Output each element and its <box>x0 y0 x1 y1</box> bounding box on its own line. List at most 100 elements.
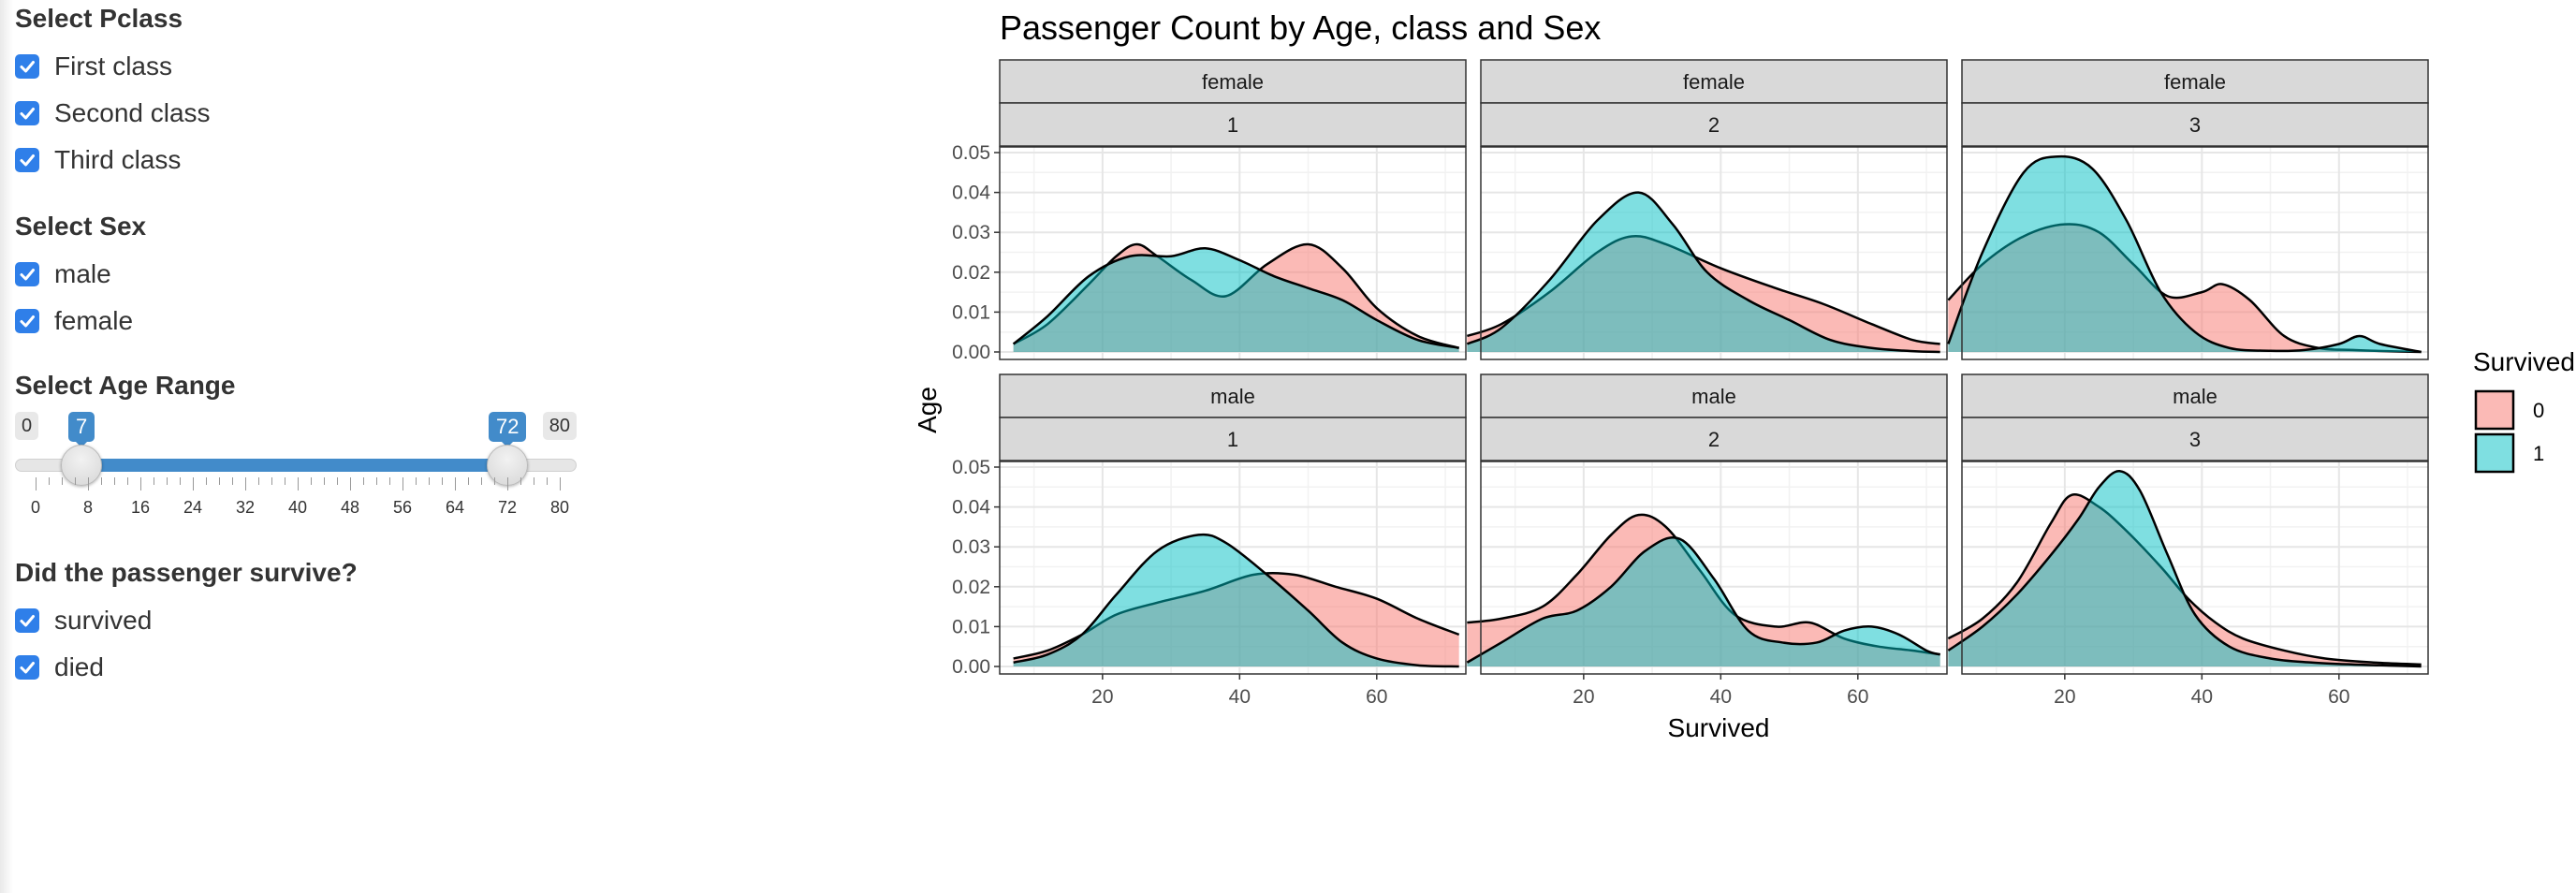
slider-tick-label: 16 <box>130 498 151 517</box>
facet-strip-sex <box>999 373 1467 418</box>
checkbox-checked-icon[interactable] <box>15 608 39 633</box>
pclass-third-class-checkbox[interactable]: Third class <box>15 144 181 176</box>
facet-strip-sex <box>1480 373 1948 418</box>
x-tick-label: 60 <box>1847 686 1868 708</box>
slider-tick-label: 80 <box>549 498 570 517</box>
facet-strip-pclass-label: 1 <box>1227 113 1238 137</box>
checkbox-label: First class <box>54 51 172 81</box>
slider-tick <box>363 477 364 485</box>
facet-panel-border <box>1480 461 1948 675</box>
density-area-survived-1 <box>1013 248 1459 352</box>
slider-to-value: 72 <box>489 412 527 447</box>
slider-tick <box>232 477 233 485</box>
pclass-second-class-checkbox[interactable]: Second class <box>15 97 211 129</box>
slider-tick <box>62 477 63 485</box>
density-line-survived-1 <box>1947 470 2422 668</box>
y-tick-label: 0.05 <box>952 142 990 164</box>
slider-tick <box>101 477 102 485</box>
age-range-slider[interactable]: 0 80 7 72 0 8 16 24 32 40 48 56 64 72 80 <box>15 403 577 524</box>
slider-tick <box>114 477 115 485</box>
slider-tick <box>167 477 168 485</box>
facet-panel-border <box>999 146 1467 360</box>
y-tick-label: 0.00 <box>952 656 990 678</box>
age-range-label: Select Age Range <box>15 371 236 400</box>
slider-tick <box>416 477 417 485</box>
checkbox-checked-icon[interactable] <box>15 309 39 333</box>
slider-tick <box>127 477 128 485</box>
checkbox-label: survived <box>54 606 153 635</box>
survived-checkbox[interactable]: survived <box>15 605 152 637</box>
pclass-first-class-checkbox[interactable]: First class <box>15 51 172 82</box>
x-axis-title: Survived <box>1668 713 1770 742</box>
y-tick-label: 0.00 <box>952 342 990 363</box>
y-tick-label: 0.05 <box>952 457 990 478</box>
density-area-survived-1 <box>1948 471 2422 666</box>
slider-tick <box>36 477 37 490</box>
checkbox-label: Third class <box>54 145 182 174</box>
density-line-survived-1 <box>1466 536 1941 664</box>
checkbox-label: male <box>54 259 111 288</box>
slider-tick-label: 32 <box>235 498 256 517</box>
slider-tick <box>442 477 443 485</box>
x-tick-label: 20 <box>1573 686 1594 708</box>
legend-key-survived-1 <box>2474 432 2515 474</box>
survived-group-label: Did the passenger survive? <box>15 558 358 587</box>
y-axis-title: Age <box>913 387 942 433</box>
checkbox-checked-icon[interactable] <box>15 54 39 79</box>
y-tick-label: 0.04 <box>952 183 990 204</box>
slider-tick-label: 72 <box>497 498 518 517</box>
slider-tick <box>206 477 207 485</box>
y-tick-label: 0.03 <box>952 222 990 243</box>
legend-key-survived-0 <box>2474 389 2515 431</box>
x-tick-label: 40 <box>1229 686 1251 708</box>
facet-strip-pclass <box>1961 102 2429 147</box>
checkbox-checked-icon[interactable] <box>15 655 39 680</box>
checkbox-checked-icon[interactable] <box>15 101 39 125</box>
x-tick-label: 40 <box>2191 686 2213 708</box>
x-tick-label: 60 <box>2328 686 2349 708</box>
facet-strip-pclass <box>1961 417 2429 461</box>
facet-panel-border <box>1961 461 2429 675</box>
sex-male-checkbox[interactable]: male <box>15 258 111 290</box>
facet-strip-sex <box>1961 373 2429 418</box>
slider-tick <box>560 477 561 490</box>
slider-tick <box>337 477 338 485</box>
checkbox-checked-icon[interactable] <box>15 148 39 172</box>
density-line-survived-1 <box>1947 154 2422 354</box>
facet-strip-sex-label: male <box>1210 385 1255 408</box>
slider-tick-label: 48 <box>340 498 360 517</box>
pclass-group-label: Select Pclass <box>15 4 183 33</box>
y-tick-label: 0.01 <box>952 616 990 637</box>
facet-strip-pclass <box>999 102 1467 147</box>
density-area-survived-1 <box>1013 534 1459 666</box>
slider-tick <box>298 477 299 490</box>
sex-female-checkbox[interactable]: female <box>15 305 133 337</box>
slider-tick-label: 56 <box>392 498 413 517</box>
slider-tick <box>402 477 403 490</box>
slider-tick-label: 40 <box>287 498 308 517</box>
facet-strip-sex <box>999 59 1467 104</box>
slider-from-handle[interactable] <box>61 445 102 486</box>
slider-tick <box>350 477 351 490</box>
checkbox-checked-icon[interactable] <box>15 262 39 286</box>
density-area-survived-1 <box>1467 192 1940 352</box>
y-tick-label: 0.01 <box>952 301 990 323</box>
slider-selected-range-bar[interactable] <box>81 459 507 472</box>
slider-tick <box>311 477 312 485</box>
page-edge-shade <box>0 0 13 893</box>
facet-strip-sex <box>1480 59 1948 104</box>
slider-tick <box>520 477 521 485</box>
facet-strip-pclass <box>1480 102 1948 147</box>
facet-strip-sex-label: female <box>2164 70 2226 94</box>
facet-strip-sex-label: female <box>1202 70 1264 94</box>
facet-strip-pclass-label: 3 <box>2189 428 2201 451</box>
slider-max-label: 80 <box>542 412 577 440</box>
died-checkbox[interactable]: died <box>15 651 104 683</box>
slider-tick <box>376 477 377 485</box>
slider-tick <box>547 477 548 485</box>
facet-panel-border <box>1961 146 2429 360</box>
facet-strip-pclass <box>1480 417 1948 461</box>
slider-tick-label: 8 <box>82 498 93 517</box>
x-tick-label: 20 <box>1091 686 1113 708</box>
slider-tick <box>245 477 246 490</box>
